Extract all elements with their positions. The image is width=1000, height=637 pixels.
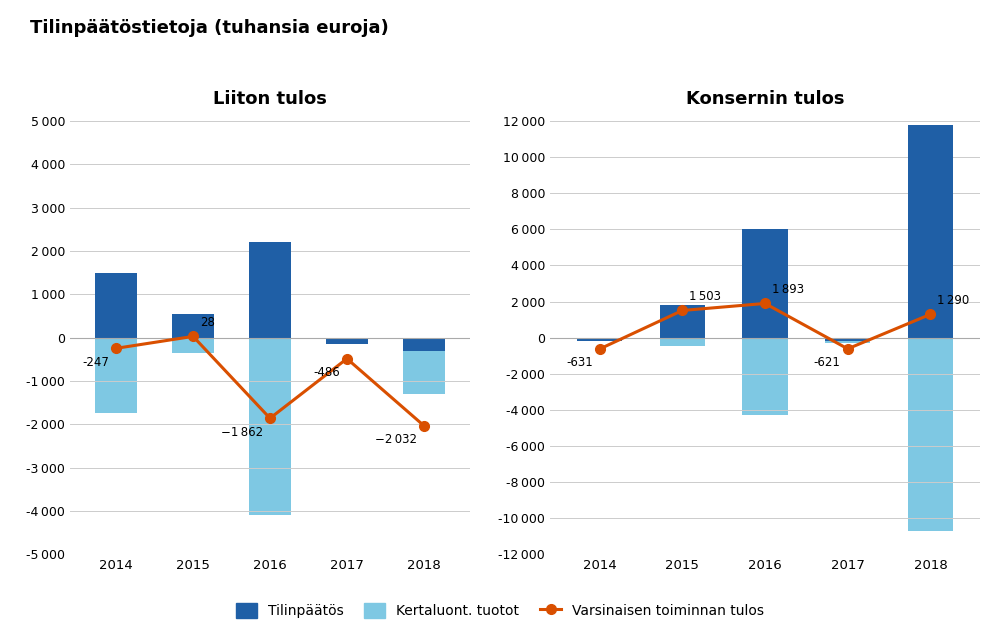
Text: -247: -247 (82, 355, 109, 369)
Text: Tilinpäätöstietoja (tuhansia euroja): Tilinpäätöstietoja (tuhansia euroja) (30, 19, 389, 37)
Title: Liiton tulos: Liiton tulos (213, 90, 327, 108)
Bar (908, 125, 953, 338)
Bar (326, 338, 368, 344)
Bar (825, 338, 870, 343)
Text: -621: -621 (814, 356, 841, 369)
Bar (742, 229, 788, 338)
Bar (742, 338, 788, 415)
Text: -631: -631 (566, 356, 593, 369)
Bar (172, 314, 214, 338)
Bar (660, 338, 705, 346)
Bar (95, 338, 137, 413)
Bar (403, 338, 445, 394)
Bar (660, 305, 705, 338)
Text: 1 503: 1 503 (689, 290, 721, 303)
Text: −1 862: −1 862 (221, 426, 263, 439)
Bar (326, 338, 368, 344)
Bar (249, 242, 291, 338)
Bar (825, 338, 870, 341)
Text: −2 032: −2 032 (375, 433, 417, 446)
Bar (577, 338, 622, 341)
Text: 1 893: 1 893 (772, 283, 804, 296)
Bar (95, 273, 137, 338)
Legend: Tilinpäätös, Kertaluont. tuotot, Varsinaisen toiminnan tulos: Tilinpäätös, Kertaluont. tuotot, Varsina… (230, 598, 770, 624)
Bar (908, 338, 953, 531)
Bar (172, 338, 214, 353)
Text: 28: 28 (200, 316, 215, 329)
Bar (249, 338, 291, 515)
Text: 1 290: 1 290 (937, 294, 970, 307)
Title: Konsernin tulos: Konsernin tulos (686, 90, 844, 108)
Text: -486: -486 (313, 366, 340, 379)
Bar (403, 338, 445, 350)
